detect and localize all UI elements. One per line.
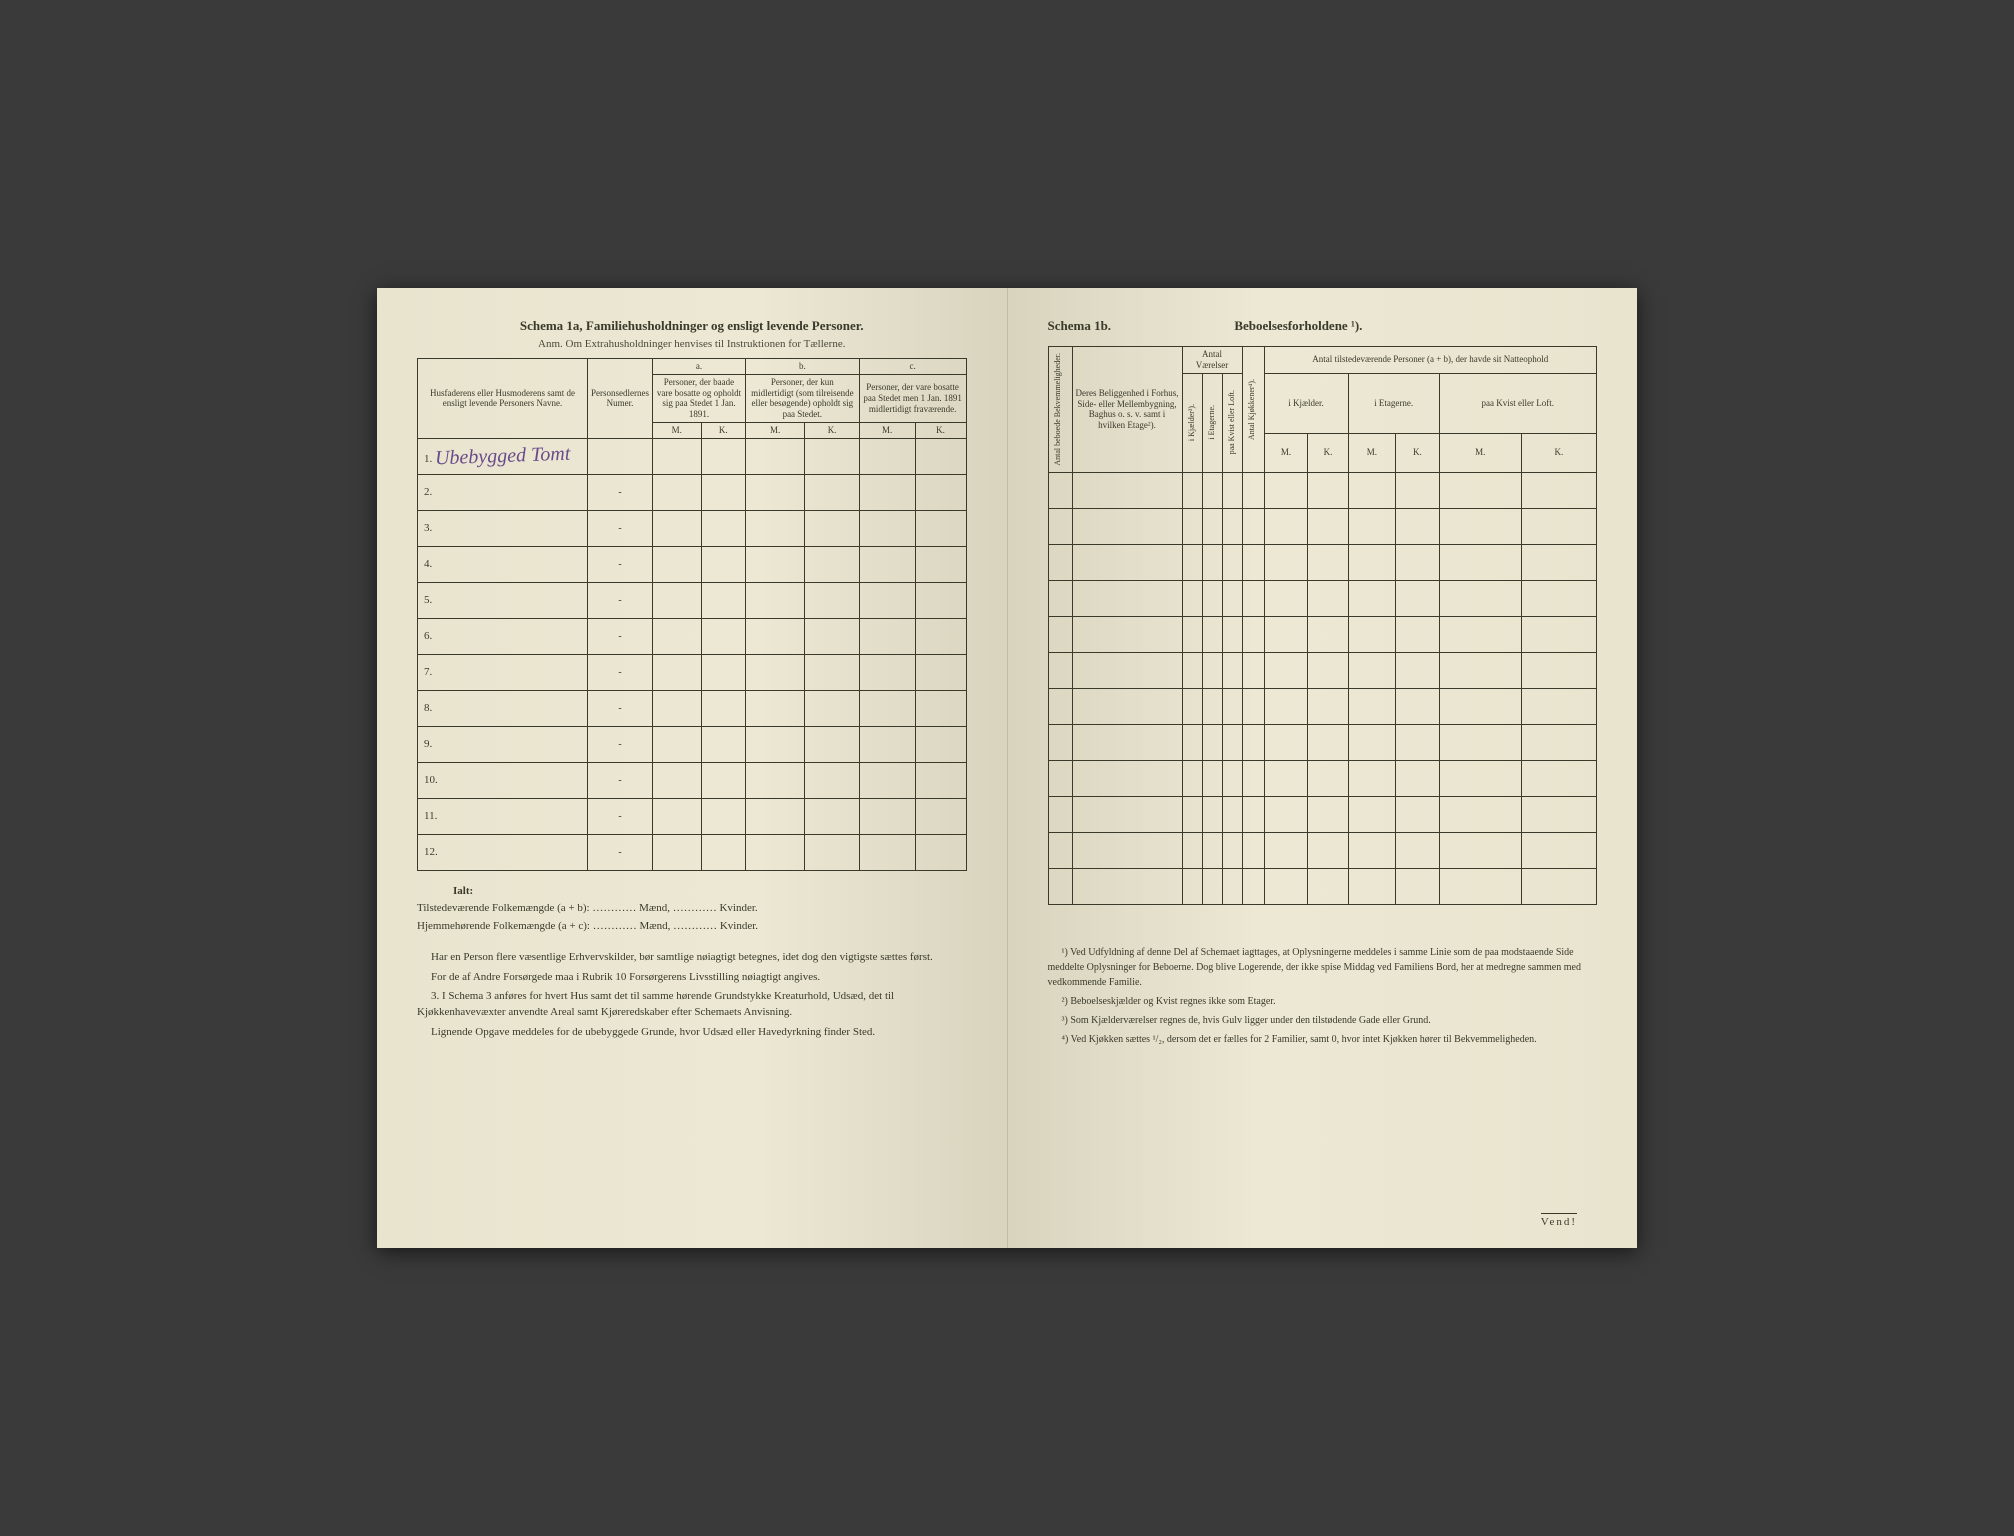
ialt-label: Ialt: (453, 883, 967, 901)
totals-block: Ialt: Tilstedeværende Folkemængde (a + b… (417, 883, 967, 936)
table-row (1048, 724, 1597, 760)
col-personsedler-header: Personsedlernes Numer. (588, 359, 653, 439)
footnotes-block: ¹) Ved Udfyldning af denne Del af Schema… (1048, 945, 1598, 1047)
col-bekvem-header: Antal beboede Bekvemmeligheder. (1052, 349, 1064, 470)
table-row: 9.- (418, 726, 967, 762)
col-pers-kvist: paa Kvist eller Loft. (1439, 373, 1596, 433)
table-row (1048, 508, 1597, 544)
schema-1a-subtitle: Anm. Om Extrahusholdninger henvises til … (417, 338, 967, 350)
footnote-4: ⁴) Ved Kjøkken sættes ¹/₂, dersom det er… (1048, 1032, 1598, 1047)
col-c-header: Personer, der vare bosatte paa Stedet me… (859, 374, 966, 422)
table-row: 3.- (418, 510, 967, 546)
schema-1a-title: Schema 1a, Familiehusholdninger og ensli… (417, 318, 967, 334)
hjemme-line: Hjemmehørende Folkemængde (a + c): ………… … (417, 918, 967, 936)
left-page: Schema 1a, Familiehusholdninger og ensli… (377, 288, 1008, 1248)
schema-1b-table: Antal beboede Bekvemmeligheder. Deres Be… (1048, 346, 1598, 905)
col-b-m: M. (745, 422, 804, 438)
footnote-1: ¹) Ved Udfyldning af denne Del af Schema… (1048, 945, 1598, 990)
col-b-header: Personer, der kun midlertidigt (som tilr… (745, 374, 859, 422)
col-b-top: b. (745, 359, 859, 375)
table-row (1048, 652, 1597, 688)
col-b-k: K. (805, 422, 859, 438)
schema-1b-title: Schema 1b. Beboelsesforholdene ¹). (1048, 318, 1598, 334)
table-row: 12.- (418, 834, 967, 870)
table-row (1048, 832, 1597, 868)
tilstede-line: Tilstedeværende Folkemængde (a + b): ………… (417, 900, 967, 918)
instructions-block: Har en Person flere væsentlige Erhvervsk… (417, 950, 967, 1042)
col-pers-etagerne: i Etagerne. (1348, 373, 1439, 433)
table-row (1048, 760, 1597, 796)
vend-label: Vend! (1541, 1213, 1577, 1228)
table-row (1048, 868, 1597, 904)
schema-1a-table: Husfaderens eller Husmoderens samt de en… (417, 358, 967, 871)
census-book-spread: Schema 1a, Familiehusholdninger og ensli… (377, 288, 1637, 1248)
table-row: 8.- (418, 690, 967, 726)
table-row: 7.- (418, 654, 967, 690)
table-row: 1. Ubebygged Tomt (418, 438, 967, 474)
col-vaer-etagerne: i Etagerne. (1206, 401, 1218, 444)
table-row: 11.- (418, 798, 967, 834)
col-vaer-kvist: paa Kvist eller Loft. (1226, 386, 1238, 458)
instruction-para: 3. I Schema 3 anføres for hvert Hus samt… (417, 989, 967, 1021)
col-c-m: M. (859, 422, 915, 438)
instruction-para: For de af Andre Forsørgede maa i Rubrik … (417, 970, 967, 986)
instruction-para: Har en Person flere væsentlige Erhvervsk… (417, 950, 967, 966)
col-a-header: Personer, der baade vare bosatte og opho… (653, 374, 746, 422)
col-c-k: K. (915, 422, 966, 438)
col-personer-header: Antal tilstedeværende Personer (a + b), … (1264, 347, 1597, 374)
footnote-3: ³) Som Kjælderværelser regnes de, hvis G… (1048, 1013, 1598, 1028)
col-a-top: a. (653, 359, 746, 375)
col-vaerelser-header: Antal Værelser (1182, 347, 1242, 374)
schema-1a-body: 1. Ubebygged Tomt 2.- 3.- 4.- 5.- 6.- 7.… (418, 438, 967, 870)
table-row (1048, 616, 1597, 652)
instruction-para: Lignende Opgave meddeles for de ubebygge… (417, 1025, 967, 1041)
col-a-m: M. (653, 422, 702, 438)
col-pers-kjaelder: i Kjælder. (1264, 373, 1348, 433)
col-vaer-kjaelder: i Kjælder³). (1186, 400, 1198, 445)
table-row (1048, 796, 1597, 832)
table-row: 4.- (418, 546, 967, 582)
table-row (1048, 580, 1597, 616)
schema-1b-body (1048, 472, 1597, 904)
col-a-k: K. (701, 422, 745, 438)
col-c-top: c. (859, 359, 966, 375)
handwritten-entry: Ubebygged Tomt (435, 442, 571, 470)
table-row (1048, 544, 1597, 580)
table-row (1048, 688, 1597, 724)
table-row: 5.- (418, 582, 967, 618)
table-row: 2.- (418, 474, 967, 510)
table-row: 6.- (418, 618, 967, 654)
col-kjokkener-header: Antal Kjøkkener⁴). (1246, 375, 1258, 444)
col-beliggenhed-header: Deres Beliggenhed i Forhus, Side- eller … (1072, 347, 1182, 473)
footnote-2: ²) Beboelseskjælder og Kvist regnes ikke… (1048, 994, 1598, 1009)
table-row (1048, 472, 1597, 508)
table-row: 10.- (418, 762, 967, 798)
col-names-header: Husfaderens eller Husmoderens samt de en… (418, 359, 588, 439)
right-page: Schema 1b. Beboelsesforholdene ¹). Antal… (1008, 288, 1638, 1248)
